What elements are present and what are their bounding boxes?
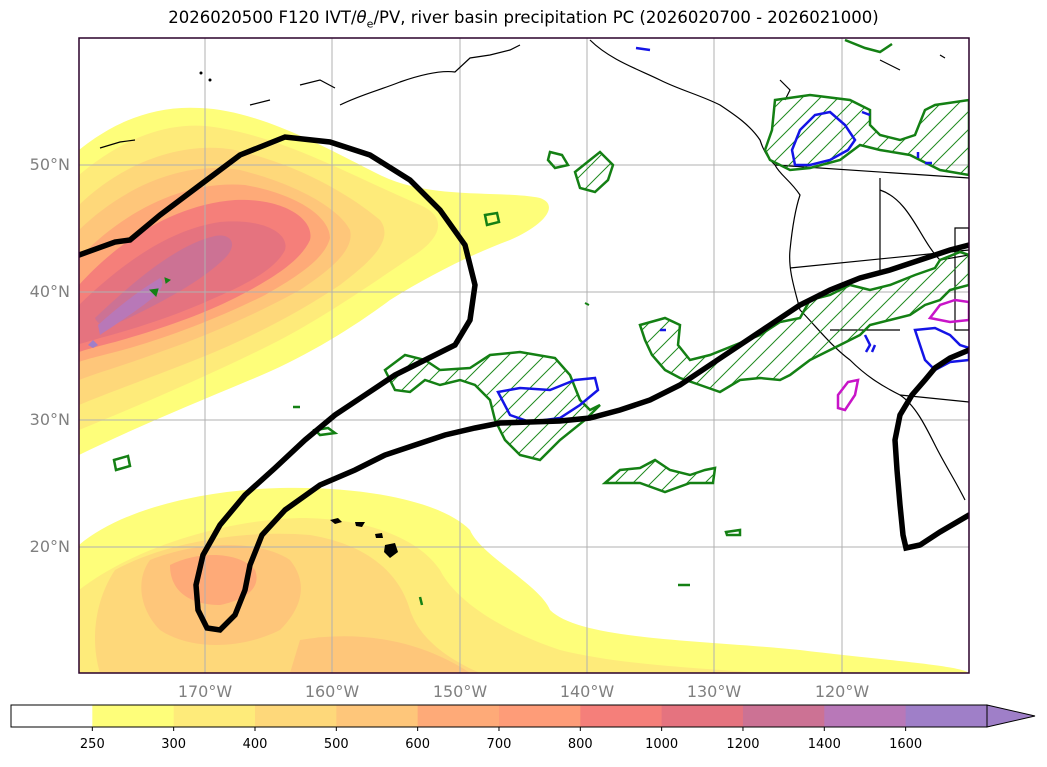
colorbar-bin [92,705,175,727]
colorbar-tick-label: 500 [323,737,349,752]
colorbar-tick-label: 700 [486,737,512,752]
colorbar-extend-arrow [986,704,1036,728]
colorbar-tick-label: 1600 [889,737,923,752]
colorbar-bin [661,705,744,727]
colorbar-tick-label: 600 [405,737,431,752]
lon-label-120w: 120°W [814,682,870,701]
lat-label-30n: 30°N [29,410,70,429]
colorbar-bin [417,705,500,727]
ivt-south-bottom [290,636,470,673]
colorbar-tick-label: 250 [79,737,105,752]
colorbar-bin [498,705,581,727]
colorbar-bin [336,705,419,727]
colorbar-tick-label: 1400 [807,737,841,752]
ivt-south-600 [170,554,257,605]
colorbar-bin [173,705,256,727]
ivt-contour-1600 [88,340,98,348]
pv-contours [79,134,969,633]
colorbar-bin [905,705,988,727]
map-frame [78,37,970,674]
lat-label-40n: 40°N [29,282,70,301]
map-title: 2026020500 F120 IVT/θe/PV, river basin p… [168,8,879,31]
colorbar-tick-label: 1000 [645,737,679,752]
colorbar-tick-label: 300 [161,737,187,752]
colorbar-tick-label: 1200 [726,737,760,752]
lon-label-170w: 170°W [177,682,233,701]
colorbar-tick-label: 400 [242,737,268,752]
lat-label-20n: 20°N [29,537,70,556]
colorbar-bin [254,705,337,727]
blue-contours [496,46,969,424]
lon-label-160w: 160°W [304,682,360,701]
lat-label-50n: 50°N [29,155,70,174]
lon-label-130w: 130°W [686,682,742,701]
lon-label-140w: 140°W [559,682,615,701]
magenta-contours [836,298,969,412]
colorbar [10,704,1036,731]
islands [199,71,398,558]
colorbar-bin [580,705,663,727]
colorbar-bin [824,705,907,727]
lon-label-150w: 150°W [432,682,488,701]
colorbar-bin [11,705,93,727]
colorbar-bin [742,705,825,727]
colorbar-tick-label: 800 [567,737,593,752]
